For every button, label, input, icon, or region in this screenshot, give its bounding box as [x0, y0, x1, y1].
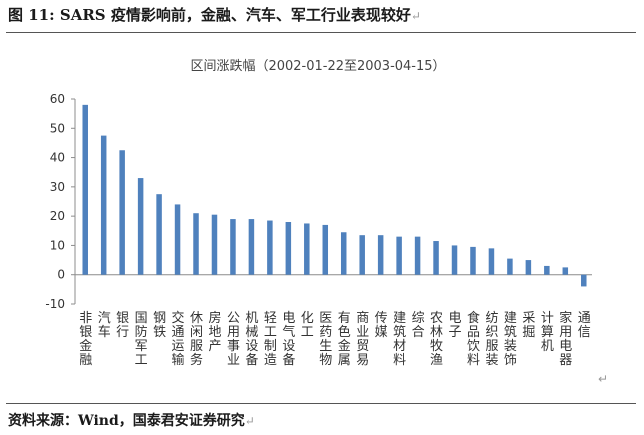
category-label: 医药生物	[319, 311, 332, 368]
category-label: 房地产	[208, 310, 221, 354]
category-label: 钢铁	[153, 311, 166, 340]
bar	[230, 219, 236, 275]
category-label: 商业贸易	[356, 311, 369, 368]
bar	[137, 178, 144, 275]
y-tick-label: 20	[50, 209, 65, 223]
figure-title-text: SARS 疫情影响前，金融、汽车、军工行业表现较好	[59, 6, 411, 24]
category-label: 纺织服装	[485, 311, 498, 368]
bar	[100, 135, 107, 275]
y-tick-label: -10	[45, 297, 65, 311]
bar	[211, 214, 218, 275]
category-label: 非银金融	[79, 311, 92, 368]
category-label: 轻工制造	[264, 311, 277, 368]
bar	[285, 222, 292, 275]
return-mark: ↵	[598, 372, 609, 386]
category-label: 电子	[449, 311, 462, 340]
bar	[156, 194, 162, 275]
bar	[562, 267, 569, 275]
bar	[451, 245, 458, 275]
bar	[82, 104, 88, 275]
category-label: 国防军工	[135, 311, 148, 368]
bar-chart: 区间涨跌幅（2002-01-22至2003-04-15） -10 0 10 20 30 4…	[45, 58, 592, 368]
category-label: 建筑材料	[393, 311, 406, 368]
bar	[488, 248, 495, 275]
category-label: 家用电器	[559, 310, 572, 368]
y-tick-label: 50	[50, 121, 65, 135]
bar	[433, 241, 439, 275]
y-tick-label: 60	[50, 92, 65, 106]
bar	[414, 236, 421, 275]
return-mark: ↵	[244, 414, 255, 428]
category-label: 休闲服务	[190, 311, 203, 368]
category-label: 传媒	[375, 311, 388, 340]
bar	[359, 235, 365, 275]
y-tick-label: 30	[50, 180, 65, 194]
bar	[340, 232, 347, 275]
category-label: 农林牧渔	[430, 311, 443, 368]
category-label: 电气设备	[282, 311, 295, 368]
bar	[470, 246, 476, 275]
y-tick-label: 10	[50, 238, 65, 252]
bar	[377, 235, 384, 275]
title-rule	[6, 32, 636, 33]
category-label: 食品饮料	[467, 310, 480, 368]
y-tick-label: 40	[50, 151, 65, 165]
category-label: 汽车	[98, 311, 111, 340]
bar	[304, 223, 310, 275]
category-label: 通信	[578, 311, 591, 340]
bar-layer	[82, 104, 587, 287]
return-mark: ↵	[410, 9, 421, 23]
category-label: 建筑装饰	[504, 311, 517, 368]
bar	[396, 236, 402, 275]
bar	[322, 224, 329, 275]
category-label: 公用事业	[227, 311, 240, 368]
bar	[193, 213, 199, 275]
figure-label: 图 11:	[8, 6, 55, 24]
figure-title: 图 11: SARS 疫情影响前，金融、汽车、军工行业表现较好↵	[8, 4, 421, 25]
source-text: 资料来源：Wind，国泰君安证券研究	[8, 413, 245, 429]
bar	[174, 204, 181, 275]
category-label: 综合	[412, 311, 425, 340]
bar	[507, 258, 513, 275]
bar	[267, 220, 273, 275]
bar	[525, 260, 532, 275]
category-label: 采掘	[522, 311, 535, 340]
category-label: 交通运输	[172, 310, 185, 368]
source-note: 资料来源：Wind，国泰君安证券研究↵	[8, 410, 255, 430]
y-tick-label: 0	[57, 268, 65, 282]
category-label: 计算机	[541, 311, 554, 354]
category-label: 机械设备	[245, 311, 258, 368]
bar	[248, 219, 255, 275]
source-rule	[6, 403, 636, 404]
axis-layer: -10 0 10 20 30 40 50 60	[45, 92, 592, 311]
category-label: 有色金属	[338, 311, 351, 368]
bar	[119, 150, 125, 275]
bar	[581, 274, 587, 287]
category-label: 化工	[301, 311, 314, 340]
category-label: 银行	[116, 311, 129, 340]
chart-title: 区间涨跌幅（2002-01-22至2003-04-15）	[190, 58, 445, 74]
bar	[544, 265, 550, 275]
category-label-layer: 非银金融汽车银行国防军工钢铁交通运输休闲服务房地产公用事业机械设备轻工制造电气设…	[79, 310, 591, 368]
